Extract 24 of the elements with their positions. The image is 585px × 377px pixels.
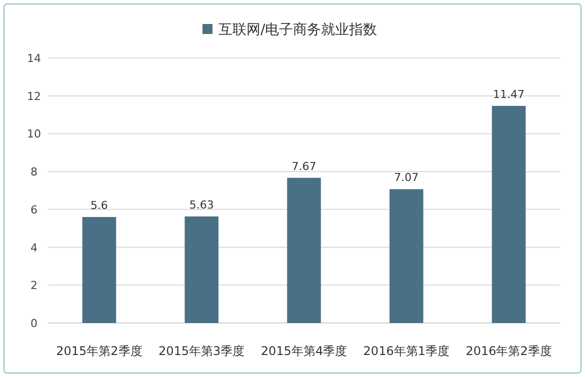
data-label: 7.67 xyxy=(292,160,316,173)
x-tick-label: 2015年第4季度 xyxy=(260,344,348,358)
bar xyxy=(492,106,526,323)
y-tick-label: 12 xyxy=(27,90,41,103)
y-tick-label: 8 xyxy=(30,166,38,179)
bar xyxy=(390,189,424,323)
y-tick-label: 0 xyxy=(30,317,38,330)
x-tick-label: 2015年第2季度 xyxy=(56,344,142,358)
data-label: 5.63 xyxy=(189,198,214,212)
y-tick-label: 4 xyxy=(30,241,38,254)
data-label: 7.07 xyxy=(394,171,419,184)
x-tick-label: 2016年第2季度 xyxy=(466,344,552,358)
legend-label: 互联网/电子商务就业指数 xyxy=(218,22,378,38)
x-tick-label: 2015年第3季度 xyxy=(158,344,245,358)
bar xyxy=(82,217,116,323)
data-label: 11.47 xyxy=(493,88,525,101)
bar xyxy=(287,178,321,323)
y-tick-label: 10 xyxy=(27,128,41,141)
y-tick-label: 14 xyxy=(27,52,41,65)
bar xyxy=(184,216,218,323)
data-label: 5.6 xyxy=(90,199,108,212)
y-tick-label: 2 xyxy=(30,279,38,292)
y-tick-label: 6 xyxy=(30,203,38,216)
x-tick-label: 2016年第1季度 xyxy=(363,344,450,358)
